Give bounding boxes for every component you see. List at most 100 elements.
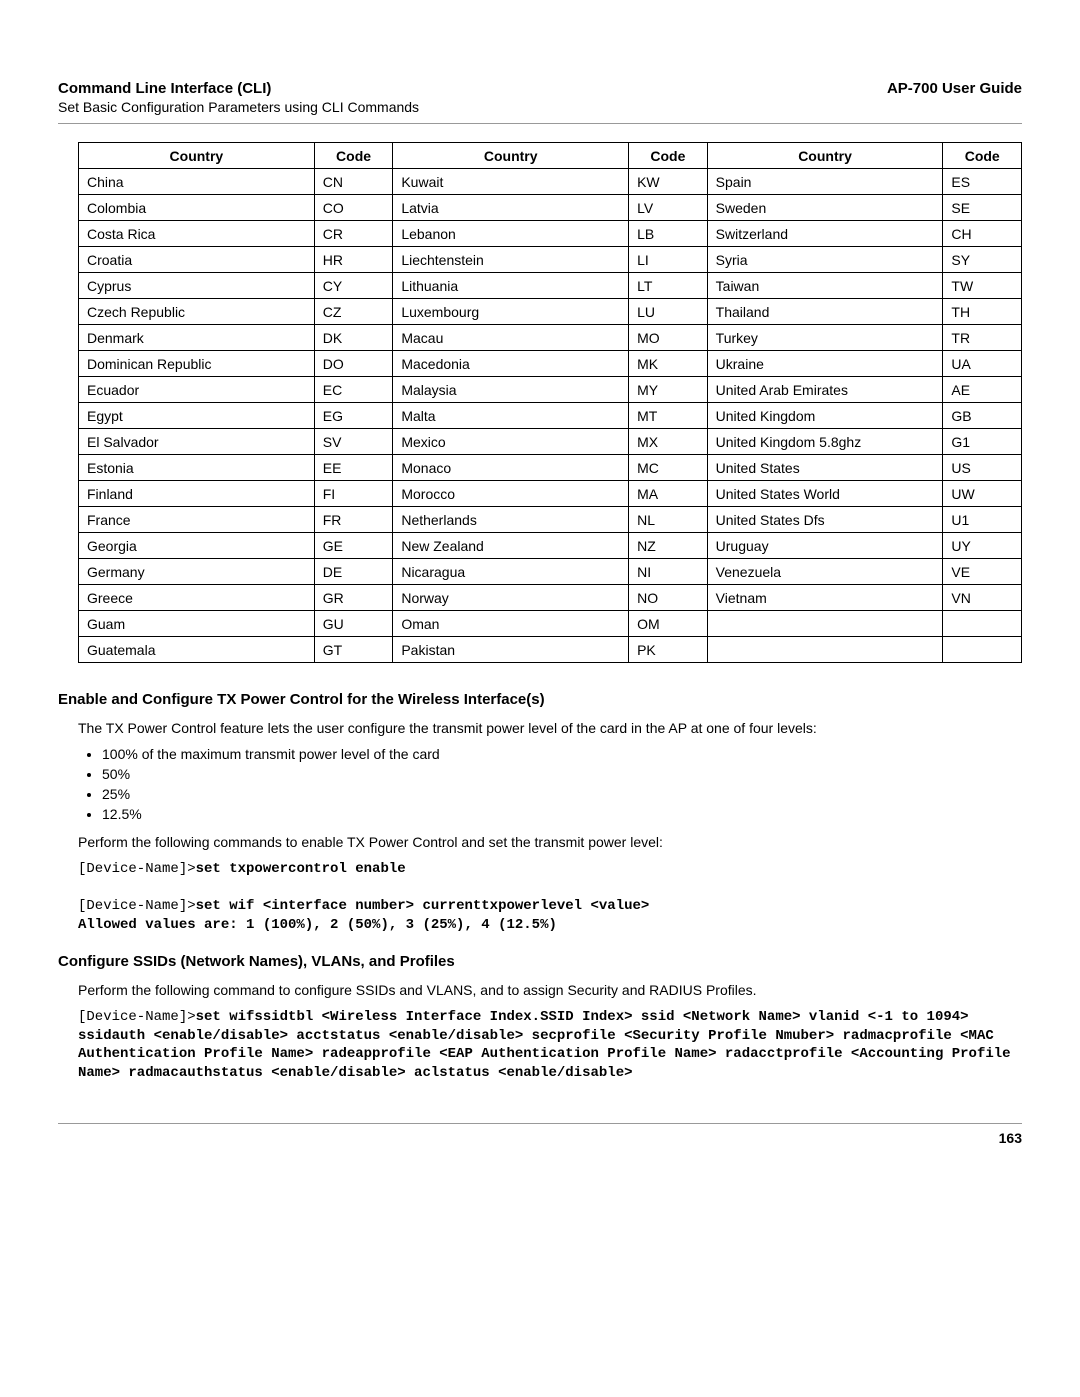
cell-code: MC	[629, 455, 708, 481]
cell-country: Oman	[393, 611, 629, 637]
header-left: Command Line Interface (CLI) Set Basic C…	[58, 80, 419, 115]
cell-country: Pakistan	[393, 637, 629, 663]
cell-code: TH	[943, 299, 1022, 325]
cell-code: CN	[314, 169, 393, 195]
cell-country: Croatia	[79, 247, 315, 273]
cell-code: G1	[943, 429, 1022, 455]
cell-country: Syria	[707, 247, 943, 273]
cell-country	[707, 611, 943, 637]
cell-country: Malaysia	[393, 377, 629, 403]
list-item: 25%	[102, 786, 1022, 802]
cell-country: Malta	[393, 403, 629, 429]
code-prompt: [Device-Name]>	[78, 1009, 196, 1025]
cell-code: FI	[314, 481, 393, 507]
txpower-perform: Perform the following commands to enable…	[78, 834, 1022, 850]
cell-country: Macau	[393, 325, 629, 351]
cell-code: VE	[943, 559, 1022, 585]
cell-country: Kuwait	[393, 169, 629, 195]
list-item: 100% of the maximum transmit power level…	[102, 746, 1022, 762]
ssid-intro: Perform the following command to configu…	[78, 982, 1022, 998]
cell-country: Czech Republic	[79, 299, 315, 325]
header-rule	[58, 123, 1022, 124]
cell-code: SV	[314, 429, 393, 455]
cell-code: OM	[629, 611, 708, 637]
cell-country: Lebanon	[393, 221, 629, 247]
table-row: Costa RicaCRLebanonLBSwitzerlandCH	[79, 221, 1022, 247]
cell-country: Dominican Republic	[79, 351, 315, 377]
table-row: Dominican RepublicDOMacedoniaMKUkraineUA	[79, 351, 1022, 377]
table-row: FranceFRNetherlandsNLUnited States DfsU1	[79, 507, 1022, 533]
list-item: 50%	[102, 766, 1022, 782]
cell-code: EC	[314, 377, 393, 403]
cell-code: SE	[943, 195, 1022, 221]
cell-country: Sweden	[707, 195, 943, 221]
table-row: GuamGUOmanOM	[79, 611, 1022, 637]
cell-code: NL	[629, 507, 708, 533]
table-row: ColombiaCOLatviaLVSwedenSE	[79, 195, 1022, 221]
cell-country: Luxembourg	[393, 299, 629, 325]
code-block-3: [Device-Name]>set wifssidtbl <Wireless I…	[78, 1008, 1022, 1084]
cell-code: EE	[314, 455, 393, 481]
cell-code: MX	[629, 429, 708, 455]
cell-country: Colombia	[79, 195, 315, 221]
cell-country: Georgia	[79, 533, 315, 559]
list-item: 12.5%	[102, 806, 1022, 822]
code-command: set wifssidtbl <Wireless Interface Index…	[78, 1009, 1019, 1082]
cell-code: KW	[629, 169, 708, 195]
table-row: CyprusCYLithuaniaLTTaiwanTW	[79, 273, 1022, 299]
cell-country: Spain	[707, 169, 943, 195]
table-row: ChinaCNKuwaitKWSpainES	[79, 169, 1022, 195]
cell-country: China	[79, 169, 315, 195]
cell-code: TR	[943, 325, 1022, 351]
cell-code: GE	[314, 533, 393, 559]
header-subtitle: Set Basic Configuration Parameters using…	[58, 99, 419, 115]
cell-code: ES	[943, 169, 1022, 195]
table-row: GuatemalaGTPakistanPK	[79, 637, 1022, 663]
cell-country: Uruguay	[707, 533, 943, 559]
cell-country: Cyprus	[79, 273, 315, 299]
cell-code: MY	[629, 377, 708, 403]
table-body: ChinaCNKuwaitKWSpainESColombiaCOLatviaLV…	[79, 169, 1022, 663]
code-prompt: [Device-Name]>	[78, 898, 196, 914]
cell-code: CR	[314, 221, 393, 247]
txpower-levels-list: 100% of the maximum transmit power level…	[102, 746, 1022, 822]
cell-country: Guatemala	[79, 637, 315, 663]
header-guide: AP-700 User Guide	[887, 80, 1022, 97]
cell-code: UA	[943, 351, 1022, 377]
cell-code	[943, 611, 1022, 637]
table-row: GreeceGRNorwayNOVietnamVN	[79, 585, 1022, 611]
cell-country: Ukraine	[707, 351, 943, 377]
cell-code: MA	[629, 481, 708, 507]
table-row: GermanyDENicaraguaNIVenezuelaVE	[79, 559, 1022, 585]
cell-country: Vietnam	[707, 585, 943, 611]
cell-code: EG	[314, 403, 393, 429]
cell-code: NO	[629, 585, 708, 611]
cell-code: UW	[943, 481, 1022, 507]
cell-country: United Kingdom	[707, 403, 943, 429]
code-prompt: [Device-Name]>	[78, 861, 196, 877]
table-row: EcuadorECMalaysiaMYUnited Arab EmiratesA…	[79, 377, 1022, 403]
cell-country: Liechtenstein	[393, 247, 629, 273]
cell-country: Greece	[79, 585, 315, 611]
cell-country: United Kingdom 5.8ghz	[707, 429, 943, 455]
page-number: 163	[58, 1130, 1022, 1146]
cell-code: CZ	[314, 299, 393, 325]
cell-code: LU	[629, 299, 708, 325]
cell-code: PK	[629, 637, 708, 663]
cell-code: FR	[314, 507, 393, 533]
col-header-code: Code	[629, 143, 708, 169]
cell-code: VN	[943, 585, 1022, 611]
cell-country: Ecuador	[79, 377, 315, 403]
col-header-code: Code	[943, 143, 1022, 169]
cell-code: MT	[629, 403, 708, 429]
header-title: Command Line Interface (CLI)	[58, 80, 419, 97]
section-heading-ssid: Configure SSIDs (Network Names), VLANs, …	[58, 953, 1022, 970]
cell-code: LV	[629, 195, 708, 221]
cell-country: Mexico	[393, 429, 629, 455]
table-row: Czech RepublicCZLuxembourgLUThailandTH	[79, 299, 1022, 325]
col-header-country: Country	[79, 143, 315, 169]
cell-code: GT	[314, 637, 393, 663]
cell-code: LI	[629, 247, 708, 273]
cell-country: Germany	[79, 559, 315, 585]
footer-rule	[58, 1123, 1022, 1124]
